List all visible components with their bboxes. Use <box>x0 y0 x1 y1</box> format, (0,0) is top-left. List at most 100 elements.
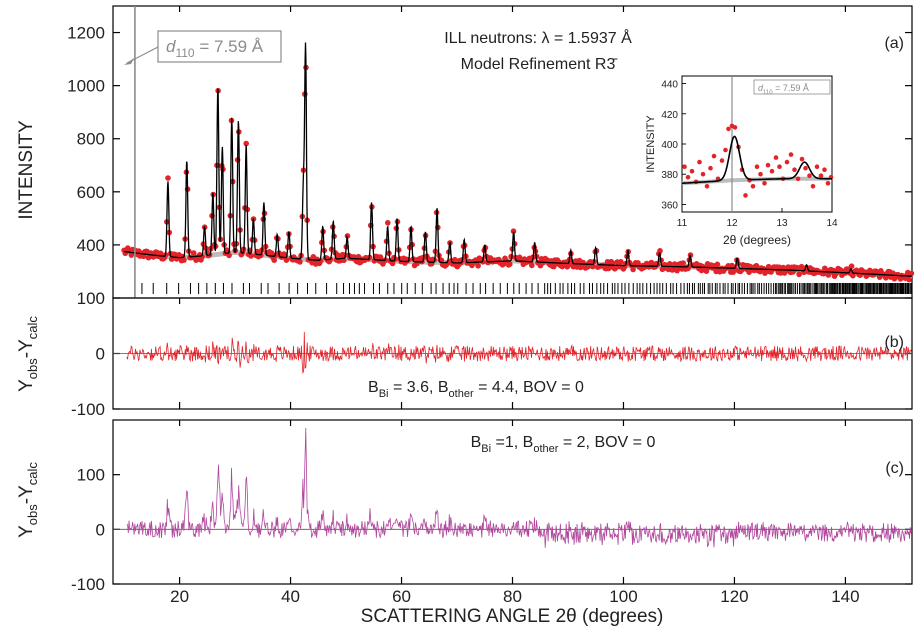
inset-calculated-curve <box>682 135 832 185</box>
inset-observed-point <box>810 184 816 189</box>
inset-callout-text: d110 = 7.59 Å <box>758 83 809 96</box>
observed-point <box>507 261 513 267</box>
panel-c-y-axis-label: Yobs-Ycalc <box>16 462 40 538</box>
inset-observed-point <box>777 164 782 169</box>
panel-b-label: (b) <box>884 334 904 351</box>
panel-c-x-ticks: 20 40 60 80 100 120 140 <box>170 420 860 606</box>
observed-point <box>908 270 915 277</box>
observed-point <box>657 248 663 254</box>
y-tick-label: 100 <box>77 289 105 308</box>
y-tick-label: -100 <box>71 400 105 419</box>
inset-observed-point <box>818 173 824 178</box>
observed-point <box>243 140 249 147</box>
panel-a-x-ticks <box>178 6 847 12</box>
panel-a-y-axis-label: INTENSITY <box>16 120 37 220</box>
inset-x-axis-label: 2θ (degrees) <box>723 233 791 247</box>
x-axis-label: SCATTERING ANGLE 2θ (degrees) <box>361 606 664 627</box>
inset-observed-point <box>723 147 728 153</box>
observed-point <box>883 275 889 281</box>
inset-observed-point <box>773 155 779 160</box>
y-tick-label: 100 <box>77 466 105 485</box>
inset-y-tick-label: 400 <box>661 140 678 151</box>
observed-point <box>248 253 254 259</box>
inset-observed-points <box>682 123 834 198</box>
inset-observed-point <box>689 168 695 174</box>
inset-observed-point <box>700 171 706 177</box>
panel-b-y-axis-label: Yobs-Ycalc <box>16 316 40 392</box>
panel-c-difference-curve <box>126 427 912 548</box>
inset-observed-point <box>803 165 808 171</box>
inset-observed-point <box>697 159 702 165</box>
inset-observed-point <box>799 156 805 162</box>
inset-observed-point <box>765 162 771 168</box>
d110-arrowhead <box>124 58 134 65</box>
observed-point <box>297 259 303 265</box>
d110-callout-text: d110 = 7.59 Å <box>166 37 264 60</box>
observed-point <box>181 257 187 263</box>
y-tick-label: 400 <box>77 236 105 255</box>
observed-point <box>258 252 264 259</box>
inset-y-tick-label: 440 <box>661 80 678 91</box>
observed-point <box>344 233 351 239</box>
inset-observed-point <box>685 174 691 180</box>
observed-point <box>529 262 535 269</box>
inset-observed-point <box>732 125 738 130</box>
y-tick-label: 1000 <box>67 77 105 96</box>
inset-x-tick-label: 11 <box>677 218 688 229</box>
inset-observed-point <box>726 126 731 132</box>
inset-x-tick-label: 12 <box>726 218 738 229</box>
inset-observed-point <box>708 165 713 171</box>
panel-b: -100 0 100 BBi = 3.6, Bother = 4.4, BOV = … <box>16 289 913 419</box>
panel-b-annotation: BBi = 3.6, Bother = 4.4, BOV = 0 <box>368 379 584 400</box>
observed-point <box>510 228 517 234</box>
panel-b-difference-curve <box>126 331 913 375</box>
inset-observed-point <box>769 168 775 174</box>
observed-point <box>165 175 171 181</box>
observed-point <box>199 253 205 260</box>
panel-a-title: ILL neutrons: λ = 1.5937 Å <box>444 28 632 47</box>
inset-y-axis-label: INTENSITY <box>645 115 657 173</box>
observed-point <box>609 260 616 266</box>
inset-x-tick-label: 14 <box>826 218 838 229</box>
y-tick-label: 800 <box>77 130 105 149</box>
observed-point <box>630 266 636 273</box>
observed-point <box>714 261 721 268</box>
inset-observed-point <box>814 164 820 169</box>
inset-y-tick-label: 420 <box>661 110 678 121</box>
x-tick-label: 140 <box>831 587 859 606</box>
x-tick-label: 120 <box>720 587 748 606</box>
x-tick-label: 60 <box>392 587 411 606</box>
inset-observed-point <box>704 184 710 189</box>
inset-y-tick-label: 360 <box>661 200 678 211</box>
panel-c-y-ticks: -100 0 100 <box>71 466 912 594</box>
observed-point <box>680 260 686 266</box>
panel-a-model: Model Refinement R3̄ <box>461 56 619 73</box>
reflection-tick-marks <box>134 283 912 294</box>
x-tick-label: 40 <box>281 587 300 606</box>
observed-point <box>389 260 396 267</box>
inset-observed-point <box>762 181 767 186</box>
y-tick-label: -100 <box>71 575 105 594</box>
inset-observed-point <box>750 184 756 189</box>
d110-callout-box <box>157 30 282 63</box>
inset-x-tick-label: 13 <box>776 218 788 229</box>
inset-observed-point <box>719 158 725 163</box>
observed-point <box>385 220 391 226</box>
inset-observed-point <box>682 164 687 169</box>
inset-observed-point <box>743 193 748 198</box>
panel-a-label: (a) <box>884 35 904 52</box>
inset-observed-point <box>792 167 797 172</box>
inset-observed-point <box>788 152 794 157</box>
x-tick-label: 80 <box>503 587 522 606</box>
y-tick-label: 1200 <box>67 24 105 43</box>
panel-a: 400 600 800 1000 1200 d110 = 7.59 Å ILL neut… <box>16 5 915 299</box>
inset-observed-point <box>825 181 831 186</box>
observed-point <box>128 252 135 258</box>
observed-point <box>452 256 458 263</box>
observed-point <box>848 263 855 270</box>
observed-point <box>796 271 802 278</box>
inset-ticks: 11 12 13 14 360 380 400 420 440 <box>661 80 838 229</box>
inset-observed-point <box>784 159 790 165</box>
y-tick-label: 0 <box>96 345 105 364</box>
